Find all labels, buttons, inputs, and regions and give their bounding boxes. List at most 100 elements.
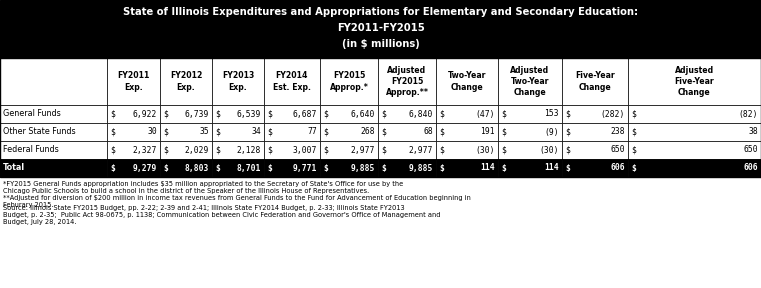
Text: 606: 606 xyxy=(743,164,758,173)
Text: $: $ xyxy=(215,145,220,154)
Bar xyxy=(628,58,761,105)
Text: $: $ xyxy=(631,109,636,118)
Text: (in $ millions): (in $ millions) xyxy=(342,39,419,49)
Text: 2,977: 2,977 xyxy=(351,145,375,154)
Text: 6,640: 6,640 xyxy=(351,109,375,118)
Text: 77: 77 xyxy=(307,128,317,137)
Bar xyxy=(628,123,761,141)
Text: 650: 650 xyxy=(743,145,758,154)
Bar xyxy=(212,123,264,141)
Text: FY2014
Est. Exp.: FY2014 Est. Exp. xyxy=(273,71,311,92)
Text: $: $ xyxy=(323,145,328,154)
Text: (282): (282) xyxy=(600,109,625,118)
Text: $: $ xyxy=(267,109,272,118)
Text: 6,687: 6,687 xyxy=(293,109,317,118)
Text: $: $ xyxy=(565,164,570,173)
Bar xyxy=(212,159,264,177)
Text: $: $ xyxy=(323,164,328,173)
Text: 606: 606 xyxy=(610,164,625,173)
Bar xyxy=(320,105,378,123)
Text: $: $ xyxy=(439,164,444,173)
Text: 6,922: 6,922 xyxy=(132,109,157,118)
Text: $: $ xyxy=(501,145,506,154)
Text: FY2015
Approp.*: FY2015 Approp.* xyxy=(330,71,368,92)
Text: $: $ xyxy=(631,164,636,173)
Text: 35: 35 xyxy=(199,128,209,137)
Text: $: $ xyxy=(323,128,328,137)
Text: Other State Funds: Other State Funds xyxy=(3,128,75,137)
Text: $: $ xyxy=(565,145,570,154)
Bar xyxy=(264,105,320,123)
Text: (82): (82) xyxy=(738,109,758,118)
Bar xyxy=(0,141,107,159)
Text: $: $ xyxy=(381,109,386,118)
Text: 9,885: 9,885 xyxy=(351,164,375,173)
Text: 2,977: 2,977 xyxy=(409,145,433,154)
Text: 9,771: 9,771 xyxy=(293,164,317,173)
Bar xyxy=(378,141,436,159)
Bar xyxy=(320,123,378,141)
Bar xyxy=(107,141,160,159)
Text: $: $ xyxy=(110,145,115,154)
Bar xyxy=(320,141,378,159)
Text: Adjusted
Two-Year
Change: Adjusted Two-Year Change xyxy=(511,66,549,97)
Text: $: $ xyxy=(163,164,168,173)
Bar xyxy=(378,123,436,141)
Text: State of Illinois Expenditures and Appropriations for Elementary and Secondary E: State of Illinois Expenditures and Appro… xyxy=(123,7,638,17)
Text: 34: 34 xyxy=(251,128,261,137)
Text: 2,327: 2,327 xyxy=(132,145,157,154)
Text: $: $ xyxy=(267,145,272,154)
Text: Two-Year
Change: Two-Year Change xyxy=(447,71,486,92)
Text: $: $ xyxy=(565,109,570,118)
Bar xyxy=(0,58,107,105)
Bar xyxy=(160,123,212,141)
Text: $: $ xyxy=(631,128,636,137)
Bar xyxy=(628,105,761,123)
Text: Five-Year
Change: Five-Year Change xyxy=(575,71,615,92)
Text: 9,279: 9,279 xyxy=(132,164,157,173)
Bar xyxy=(378,58,436,105)
Text: 268: 268 xyxy=(361,128,375,137)
Text: 114: 114 xyxy=(544,164,559,173)
Text: 2,128: 2,128 xyxy=(237,145,261,154)
Text: FY2013
Exp.: FY2013 Exp. xyxy=(222,71,254,92)
Bar xyxy=(264,123,320,141)
Text: (30): (30) xyxy=(476,145,495,154)
Text: Total: Total xyxy=(3,164,25,173)
Bar xyxy=(264,58,320,105)
Bar xyxy=(107,58,160,105)
Text: 650: 650 xyxy=(610,145,625,154)
Bar xyxy=(562,141,628,159)
Text: $: $ xyxy=(215,164,220,173)
Text: FY2011-FY2015: FY2011-FY2015 xyxy=(336,23,425,33)
Bar xyxy=(498,105,562,123)
Text: Adjusted
FY2015
Approp.**: Adjusted FY2015 Approp.** xyxy=(386,66,428,97)
Text: $: $ xyxy=(565,128,570,137)
Bar xyxy=(436,123,498,141)
Bar xyxy=(378,159,436,177)
Bar xyxy=(212,58,264,105)
Text: $: $ xyxy=(267,164,272,173)
Bar xyxy=(498,141,562,159)
Bar xyxy=(628,141,761,159)
Text: 6,539: 6,539 xyxy=(237,109,261,118)
Text: Adjusted
Five-Year
Change: Adjusted Five-Year Change xyxy=(674,66,715,97)
Bar xyxy=(0,58,761,177)
Bar xyxy=(0,0,761,58)
Text: (47): (47) xyxy=(476,109,495,118)
Text: **Adjusted for diversion of $200 million in income tax revenues from General Fun: **Adjusted for diversion of $200 million… xyxy=(3,195,471,208)
Text: $: $ xyxy=(381,164,386,173)
Text: 238: 238 xyxy=(610,128,625,137)
Text: *FY2015 General Funds appropriation includes $35 million appropriated to the Sec: *FY2015 General Funds appropriation incl… xyxy=(3,181,403,194)
Text: 153: 153 xyxy=(544,109,559,118)
Text: $: $ xyxy=(163,145,168,154)
Text: 9,885: 9,885 xyxy=(409,164,433,173)
Text: General Funds: General Funds xyxy=(3,109,61,118)
Bar xyxy=(628,159,761,177)
Text: (9): (9) xyxy=(544,128,559,137)
Text: $: $ xyxy=(267,128,272,137)
Text: $: $ xyxy=(110,109,115,118)
Text: 3,007: 3,007 xyxy=(293,145,317,154)
Text: 6,840: 6,840 xyxy=(409,109,433,118)
Bar xyxy=(264,159,320,177)
